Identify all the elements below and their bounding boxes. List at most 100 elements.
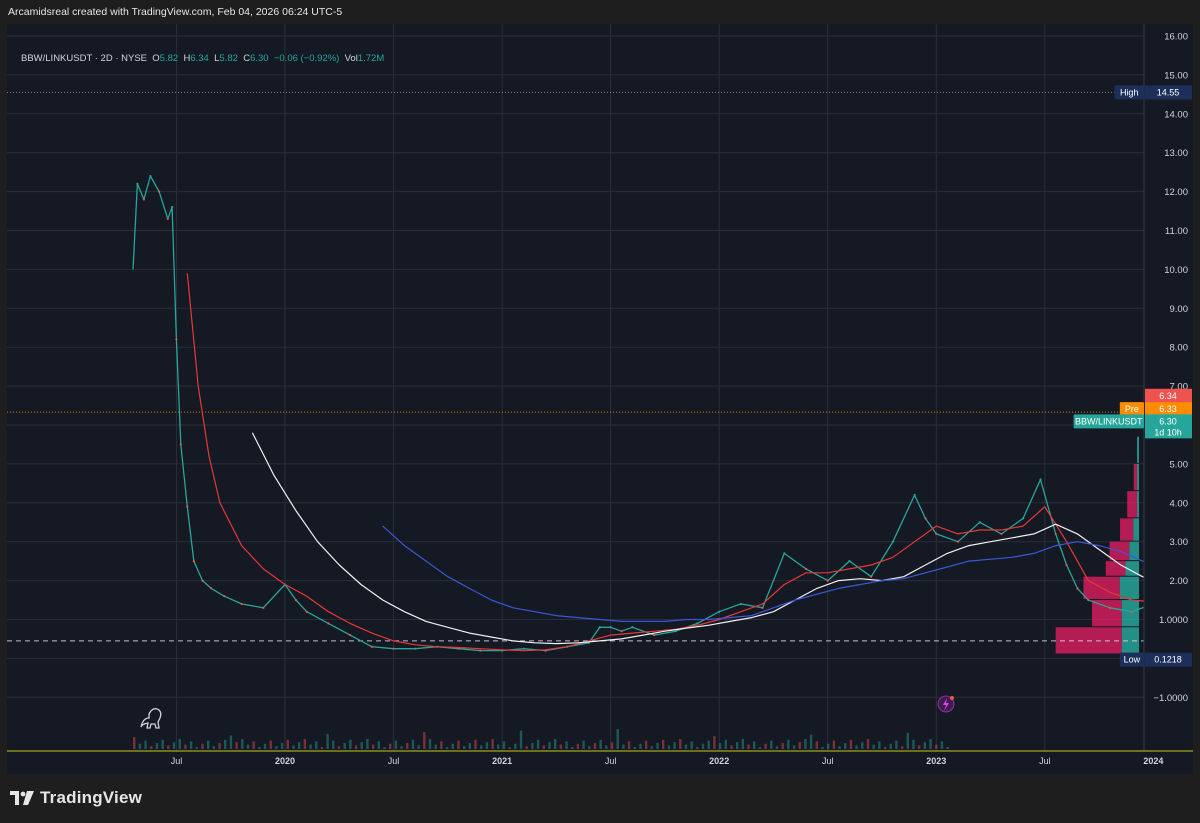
time-axis-tick-label: 2020 [275, 756, 295, 766]
volume-bar [406, 743, 409, 749]
volume-bar [400, 746, 403, 749]
volume-bar [548, 742, 551, 749]
volume-bar [929, 739, 932, 749]
volume-bar [451, 743, 454, 749]
pre-tag-value: 6.33 [1159, 404, 1177, 414]
volume-bar [309, 744, 312, 749]
volume-bar [377, 741, 381, 749]
price-point [1054, 532, 1057, 536]
volume-bar [354, 745, 358, 749]
price-axis-tick-label: 8.00 [1170, 343, 1189, 354]
series-line-ma-mid[interactable] [251, 432, 1193, 645]
price-axis-tick-label: 16.00 [1164, 32, 1188, 43]
series-line-price[interactable] [132, 175, 1193, 652]
volume-bar [718, 743, 722, 749]
high-key: H [183, 53, 191, 64]
price-axis-tick-label: 13.00 [1164, 148, 1188, 159]
volume-bar [423, 732, 426, 749]
volume-bar [679, 739, 682, 749]
pre-tag-value-box [1145, 402, 1192, 417]
low-tag-value: 0.1218 [1154, 655, 1182, 665]
legend-symbol[interactable]: BBW/LINKUSDT · 2D · NYSE [21, 53, 147, 64]
price-point [718, 610, 721, 613]
volume-bar [144, 740, 147, 749]
volume-bar [195, 747, 198, 749]
time-axis-tick-label: Jul [822, 756, 834, 766]
volume-bar [292, 745, 295, 749]
price-point [201, 579, 204, 582]
change-value: −0.06 (−0.92%) [273, 53, 340, 64]
volume-bar [269, 740, 272, 749]
volume-bar [326, 733, 329, 749]
time-axis-tick-label: 2023 [926, 756, 946, 766]
volume-bar [809, 734, 813, 749]
price-point [392, 647, 395, 650]
chart-frame[interactable]: 4.79 (305.10%) 47916.0015.0014.0013.0012… [7, 24, 1193, 774]
time-axis[interactable] [7, 751, 1193, 774]
volume-bar [212, 746, 216, 749]
volume-bar [417, 745, 420, 749]
last-high-tag-value-box [1145, 388, 1192, 403]
price-point [913, 493, 916, 497]
price-axis-tick-label: −1.0000 [1153, 693, 1188, 704]
high-tag-value-box [1145, 85, 1192, 100]
volume-bar [519, 730, 523, 749]
volume-bar [224, 739, 227, 749]
close-value: 6.30 [250, 53, 269, 64]
volume-bar [497, 744, 500, 749]
volume-bar [838, 746, 841, 749]
price-axis-tick-label: 2.00 [1170, 576, 1189, 587]
price-point [956, 540, 960, 543]
volume-bar [770, 740, 773, 749]
plot-area[interactable] [7, 24, 1144, 751]
lightning-bolt-icon [943, 698, 949, 711]
volume-bar [337, 746, 341, 749]
volume-bar [394, 740, 398, 749]
time-axis-tick-label: Jul [1039, 756, 1051, 766]
volume-bar [861, 742, 864, 749]
volume-bar [650, 746, 654, 749]
price-axis-tick-label: 4.00 [1170, 498, 1189, 509]
series-line-ma-slow[interactable] [382, 525, 1193, 622]
volume-bar [781, 743, 784, 749]
volume-profile-up-bar [1119, 576, 1139, 600]
price-point [210, 587, 213, 590]
price-point [978, 521, 981, 524]
price-axis-tick-label: 15.00 [1164, 70, 1188, 81]
price-point [294, 598, 297, 602]
volume-profile-up-bar [1137, 491, 1139, 518]
price-chart[interactable]: 4.79 (305.10%) 47916.0015.0014.0013.0012… [7, 24, 1193, 774]
volume-profile-up-bar [1133, 518, 1139, 541]
volume-bar [491, 739, 494, 749]
volume-bar [935, 744, 938, 749]
volume-bar [508, 747, 511, 749]
volume-bar [349, 739, 352, 749]
volume-bar [713, 736, 716, 749]
price-point [848, 560, 851, 563]
volume-bar [343, 743, 346, 749]
price-point [414, 647, 417, 650]
volume-bar [462, 746, 466, 749]
last-high-tag-value: 6.34 [1159, 391, 1177, 401]
volume-bar [588, 746, 591, 749]
volume-profile-up-bar [1121, 627, 1139, 654]
volume-bar [468, 743, 472, 749]
volume-bar [667, 745, 671, 749]
volume-bar [582, 740, 585, 749]
volume-bar [525, 746, 528, 749]
volume-profile-down-bar [1120, 518, 1134, 541]
volume-value: 1.72M [357, 53, 385, 64]
price-point [171, 206, 174, 209]
tradingview-brand[interactable]: TradingView [10, 788, 142, 808]
volume-bar [866, 739, 870, 749]
volume-bar [673, 742, 676, 749]
volume-profile-down-bar [1091, 600, 1122, 627]
dinosaur-icon[interactable] [140, 708, 162, 729]
price-axis-tick-label: 9.00 [1170, 304, 1189, 315]
volume-bar [502, 741, 506, 749]
volume-bar [440, 741, 443, 749]
volume-bar [428, 739, 432, 749]
volume-bar [571, 747, 574, 749]
series-line-ma-fast[interactable] [186, 273, 1193, 652]
volume-profile-down-bar [1133, 463, 1138, 491]
